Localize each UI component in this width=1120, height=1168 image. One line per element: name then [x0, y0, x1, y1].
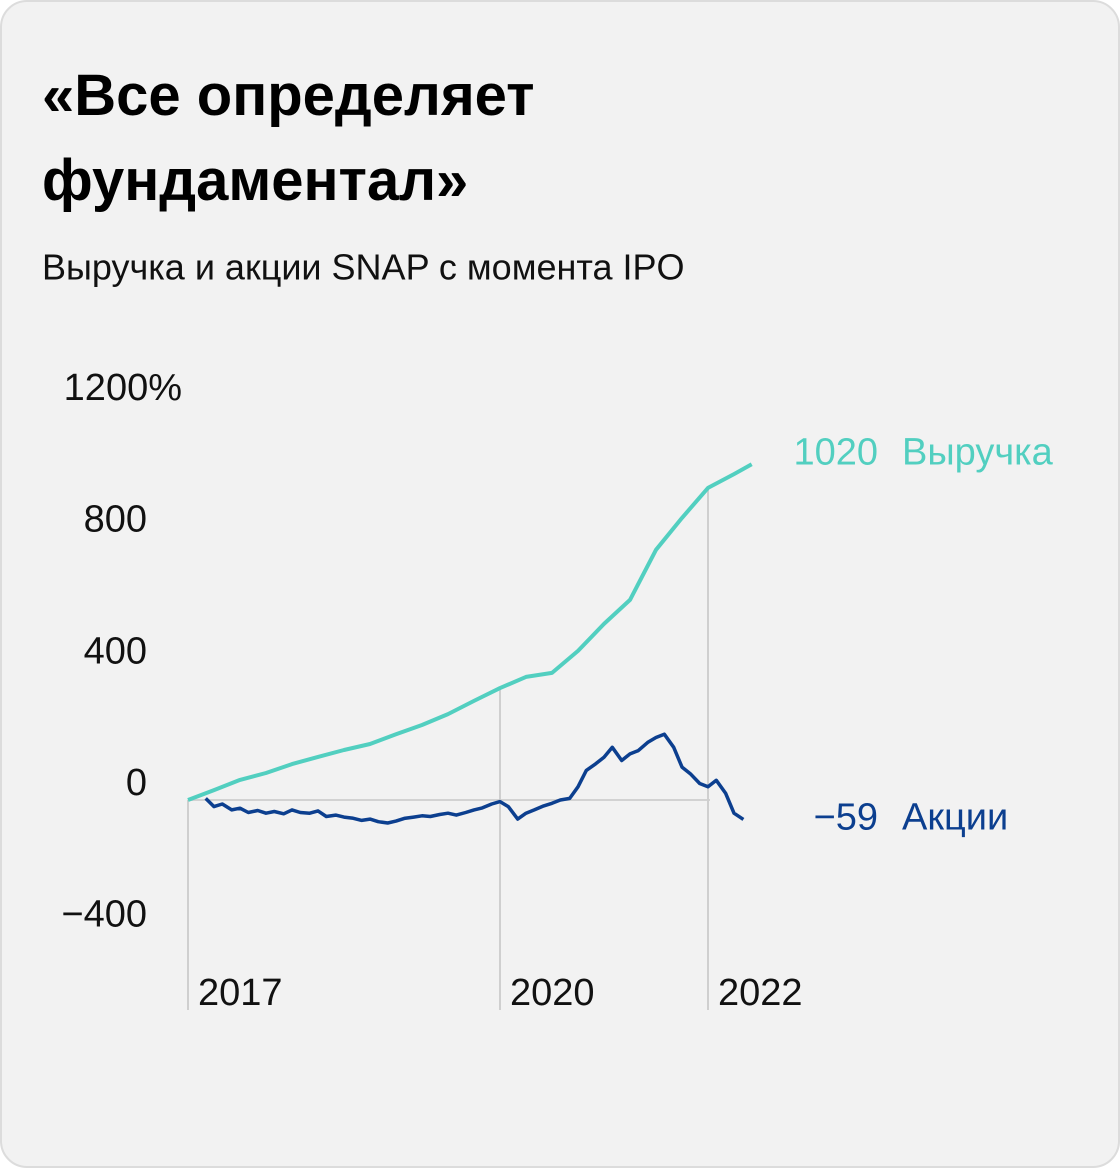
x-tick-label: 2022 [718, 972, 803, 1014]
chart-title: «Все определяет фундаментал» [42, 63, 535, 213]
y-tick-label: −400 [61, 894, 147, 936]
value-label: 1020 [793, 431, 878, 473]
y-tick-label: 0 [126, 762, 147, 804]
chart-subtitle: Выручка и акции SNAP с момента IPO [42, 247, 684, 288]
series-label: Выручка [902, 431, 1054, 473]
series-line [187, 462, 753, 802]
y-tick-label: 400 [84, 630, 147, 672]
x-tick-label: 2017 [198, 972, 283, 1014]
series-label: Акции [902, 796, 1008, 838]
value-label: −59 [814, 796, 878, 838]
y-tick-label: 1200% [64, 367, 182, 409]
x-tick-label: 2020 [510, 972, 595, 1014]
title-line: фундаментал» [42, 148, 468, 213]
series-line [204, 732, 745, 825]
y-tick-label: 800 [84, 499, 147, 541]
title-line: «Все определяет [42, 63, 535, 128]
